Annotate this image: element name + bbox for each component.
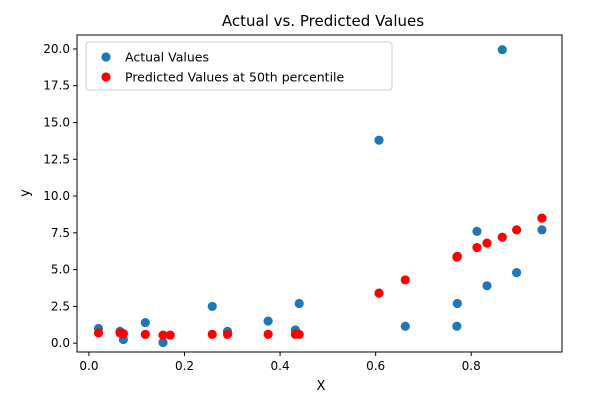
legend: Actual Values Predicted Values at 50th p… xyxy=(85,41,393,91)
series-predicted xyxy=(93,213,547,340)
legend-marker-actual xyxy=(101,52,111,62)
y-tick-label: 20.0 xyxy=(43,42,70,56)
chart-title: Actual vs. Predicted Values xyxy=(222,12,424,30)
x-tick-label: 0.4 xyxy=(271,359,290,373)
x-axis: 0.0 0.2 0.4 0.6 0.8 xyxy=(79,352,481,373)
predicted-point xyxy=(207,329,217,339)
y-tick-label: 5.0 xyxy=(51,263,70,277)
y-tick-label: 12.5 xyxy=(43,152,70,166)
predicted-point xyxy=(294,329,304,339)
actual-point xyxy=(263,316,273,326)
legend-label-predicted: Predicted Values at 50th percentile xyxy=(125,70,345,85)
actual-point xyxy=(512,267,522,278)
actual-point xyxy=(497,45,507,55)
y-tick-label: 7.5 xyxy=(51,226,70,240)
actual-point xyxy=(140,317,150,328)
actual-point xyxy=(452,321,462,331)
y-axis-label: y xyxy=(18,189,33,197)
x-tick-label: 0.2 xyxy=(175,359,194,373)
actual-point xyxy=(400,321,410,331)
actual-point xyxy=(294,298,304,309)
predicted-point xyxy=(482,238,492,248)
predicted-point xyxy=(452,251,462,261)
predicted-point xyxy=(93,328,104,338)
x-axis-label: X xyxy=(317,379,326,394)
actual-point xyxy=(482,281,492,291)
predicted-point xyxy=(537,213,547,223)
actual-point xyxy=(207,301,217,311)
predicted-point xyxy=(400,275,410,285)
legend-box xyxy=(85,41,393,91)
predicted-point xyxy=(512,225,522,235)
y-tick-label: 0.0 xyxy=(51,336,70,350)
predicted-point xyxy=(158,330,168,340)
x-tick-label: 0.8 xyxy=(462,359,481,373)
actual-point xyxy=(158,337,168,348)
predicted-point xyxy=(472,242,482,253)
actual-point xyxy=(374,135,384,145)
y-axis: 0.0 2.5 5.0 7.5 10.0 12.5 15.0 17.5 20.0 xyxy=(43,42,77,350)
y-tick-label: 2.5 xyxy=(51,299,70,313)
x-tick-label: 0.6 xyxy=(366,359,385,373)
predicted-point xyxy=(263,329,273,339)
predicted-point xyxy=(118,329,128,339)
y-tick-label: 10.0 xyxy=(43,189,70,203)
y-tick-label: 17.5 xyxy=(43,79,70,93)
predicted-point xyxy=(222,329,233,339)
predicted-point xyxy=(374,288,384,298)
actual-point xyxy=(472,226,482,236)
predicted-point xyxy=(140,329,150,339)
predicted-point xyxy=(165,330,175,340)
actual-point xyxy=(452,298,462,309)
actual-point xyxy=(537,225,547,235)
y-tick-label: 15.0 xyxy=(43,116,70,130)
axes-frame xyxy=(76,34,563,353)
series-layer xyxy=(93,45,547,348)
x-tick-label: 0.0 xyxy=(79,359,98,373)
legend-marker-predicted xyxy=(101,72,111,82)
predicted-point xyxy=(497,232,507,242)
legend-label-actual: Actual Values xyxy=(125,50,209,65)
